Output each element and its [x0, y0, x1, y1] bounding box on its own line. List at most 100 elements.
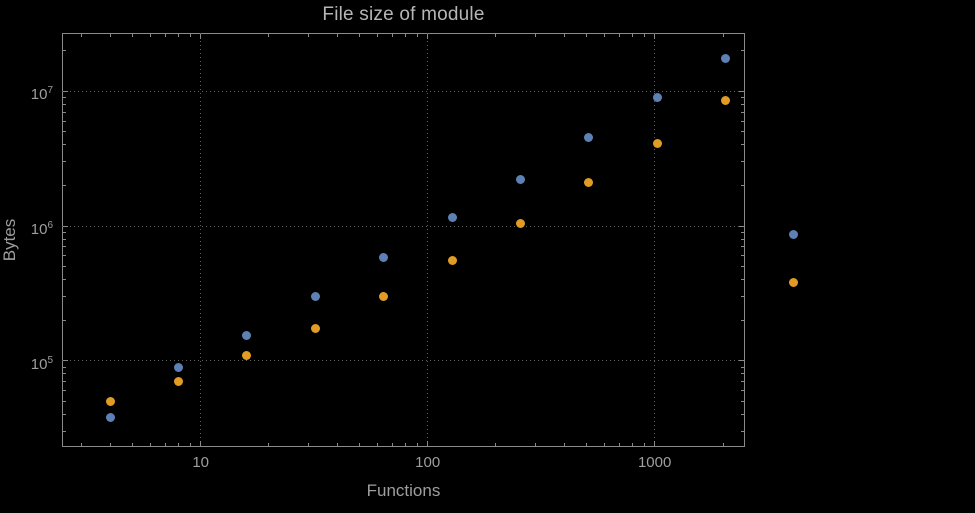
x-major-tick [200, 34, 202, 39]
data-point-series-2-orange [515, 218, 525, 228]
outside-frame-point-series-2-orange [789, 278, 799, 288]
x-minor-tick [178, 443, 180, 446]
data-point-series-1-blue [105, 413, 115, 423]
x-minor-tick [405, 443, 407, 446]
x-minor-tick [416, 34, 418, 37]
x-minor-tick [131, 34, 133, 37]
y-minor-tick [741, 366, 744, 368]
x-minor-tick [643, 34, 645, 37]
y-minor-tick [741, 50, 744, 52]
y-minor-tick [63, 381, 66, 383]
x-minor-tick [535, 34, 537, 37]
y-minor-tick [741, 319, 744, 321]
y-minor-tick [741, 131, 744, 133]
x-minor-tick [81, 443, 83, 446]
x-minor-tick [308, 443, 310, 446]
y-tick-label: 105 [30, 354, 53, 373]
y-minor-tick [741, 390, 744, 392]
data-point-series-2-orange [105, 397, 115, 407]
x-minor-tick [632, 443, 634, 446]
x-minor-tick [308, 34, 310, 37]
y-minor-tick [63, 120, 66, 122]
x-minor-tick [189, 34, 191, 37]
x-minor-tick [189, 443, 191, 446]
y-major-tick [63, 225, 68, 227]
vertical-gridline [200, 33, 202, 447]
y-minor-tick [63, 161, 66, 163]
x-minor-tick [563, 34, 565, 37]
x-minor-tick [603, 34, 605, 37]
x-major-tick [427, 34, 429, 39]
data-point-series-1-blue [242, 330, 252, 340]
x-minor-tick [392, 443, 393, 446]
x-minor-tick [643, 443, 645, 446]
x-minor-tick [619, 34, 620, 37]
y-major-tick [63, 360, 68, 362]
data-point-series-2-orange [242, 350, 252, 360]
plot-frame [62, 33, 745, 447]
x-minor-tick [603, 443, 605, 446]
y-minor-tick [63, 414, 66, 416]
y-minor-tick [741, 144, 744, 146]
y-axis-label: Bytes [0, 218, 19, 262]
y-minor-tick [741, 381, 744, 383]
y-major-tick [739, 360, 744, 362]
y-minor-tick [741, 401, 744, 403]
y-tick-label: 107 [30, 85, 53, 104]
y-minor-tick [63, 96, 66, 98]
x-minor-tick [722, 34, 724, 37]
horizontal-gridline [62, 225, 745, 227]
data-point-series-2-orange [379, 292, 389, 302]
x-minor-tick [376, 443, 378, 446]
y-minor-tick [63, 231, 66, 233]
x-minor-tick [392, 34, 393, 37]
x-minor-tick [722, 443, 724, 446]
y-major-tick [63, 90, 68, 92]
chart-title: File size of module [322, 4, 485, 25]
x-minor-tick [495, 34, 497, 37]
vertical-gridline [427, 33, 429, 447]
y-minor-tick [63, 246, 66, 248]
x-minor-tick [81, 34, 83, 37]
y-tick-label: 106 [30, 220, 53, 239]
y-minor-tick [63, 373, 66, 375]
y-minor-tick [741, 96, 744, 98]
vertical-gridline [654, 33, 656, 447]
y-minor-tick [741, 111, 744, 113]
x-minor-tick [358, 34, 360, 37]
data-point-series-2-orange [310, 323, 320, 333]
y-minor-tick [63, 401, 66, 403]
y-minor-tick [741, 373, 744, 375]
x-minor-tick [268, 34, 270, 37]
y-minor-tick [63, 255, 66, 257]
x-minor-tick [149, 34, 151, 37]
x-minor-tick [164, 443, 166, 446]
y-minor-tick [63, 266, 66, 268]
y-minor-tick [63, 319, 66, 321]
x-major-tick [200, 441, 202, 446]
y-minor-tick [741, 430, 744, 432]
x-minor-tick [495, 443, 497, 446]
y-minor-tick [63, 366, 66, 368]
x-minor-tick [376, 34, 378, 37]
y-minor-tick [741, 279, 744, 281]
data-point-series-1-blue [652, 92, 662, 102]
y-minor-tick [63, 238, 66, 240]
x-major-tick [654, 34, 656, 39]
x-minor-tick [109, 443, 111, 446]
x-minor-tick [405, 34, 407, 37]
y-minor-tick [741, 103, 744, 105]
y-minor-tick [741, 231, 744, 233]
x-minor-tick [535, 443, 537, 446]
y-minor-tick [63, 390, 66, 392]
data-point-series-2-orange [447, 255, 457, 265]
y-minor-tick [63, 111, 66, 113]
y-minor-tick [741, 161, 744, 163]
y-minor-tick [63, 296, 66, 298]
horizontal-gridline [62, 360, 745, 362]
outside-frame-point-series-1-blue [789, 229, 799, 239]
x-minor-tick [109, 34, 111, 37]
x-major-tick [654, 441, 656, 446]
x-minor-tick [585, 443, 587, 446]
x-minor-tick [131, 443, 133, 446]
